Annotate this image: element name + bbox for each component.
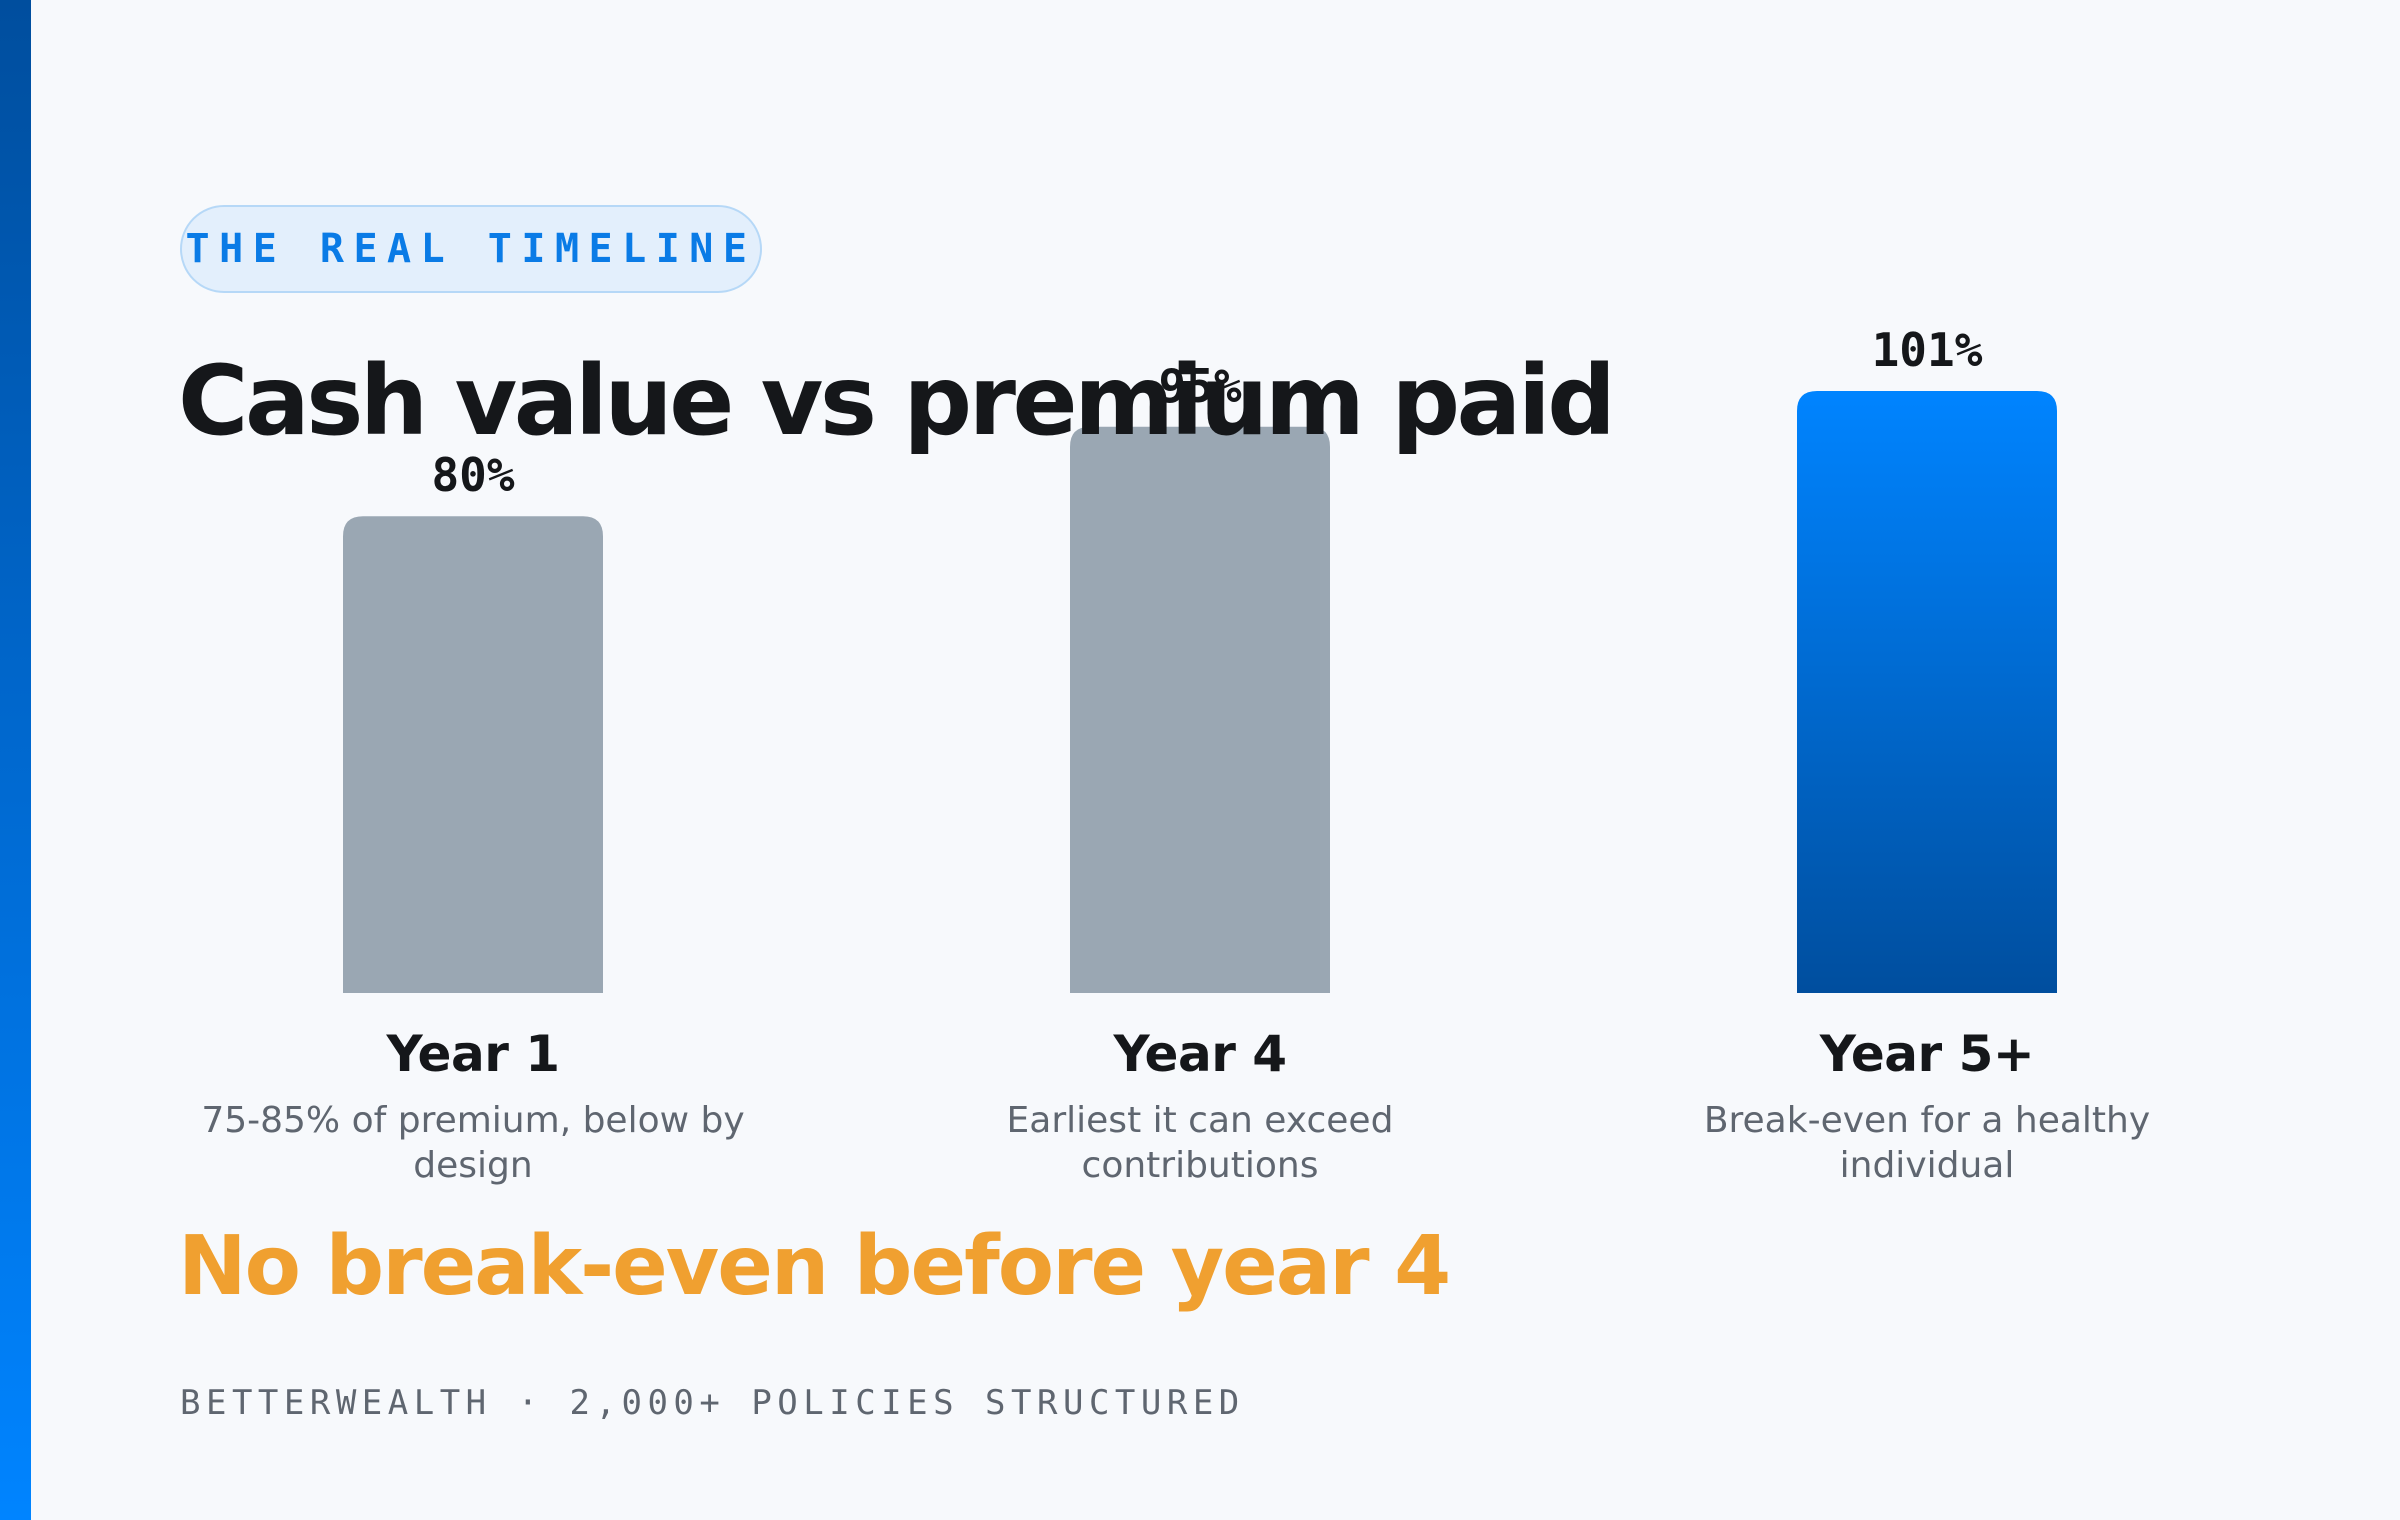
footer-tagline: BETTERWEALTH · 2,000+ POLICIES STRUCTURE… xyxy=(180,1383,1245,1423)
category-description: 75-85% of premium, below by design xyxy=(201,1100,745,1186)
bar-year-5 xyxy=(1797,391,2057,993)
category-label: Year 1 xyxy=(386,1025,560,1083)
headline: No break-even before year 4 xyxy=(178,1219,1451,1314)
bar-year-4 xyxy=(1070,426,1330,993)
page-title: Cash value vs premium paid xyxy=(178,345,1616,457)
bar-value-label: 101% xyxy=(1872,323,1983,377)
eyebrow-badge: THE REAL TIMELINE xyxy=(180,205,762,293)
category-label: Year 5+ xyxy=(1819,1025,2035,1083)
category-description: Break-even for a healthy individual xyxy=(1703,1100,2151,1186)
bar-value-label: 80% xyxy=(431,448,514,502)
bar-year-1 xyxy=(343,516,603,993)
left-accent-bar xyxy=(0,0,31,1520)
category-description: Earliest it can exceed contributions xyxy=(1006,1100,1394,1186)
category-label: Year 4 xyxy=(1113,1025,1287,1083)
bar-value-label: 95% xyxy=(1158,359,1241,413)
